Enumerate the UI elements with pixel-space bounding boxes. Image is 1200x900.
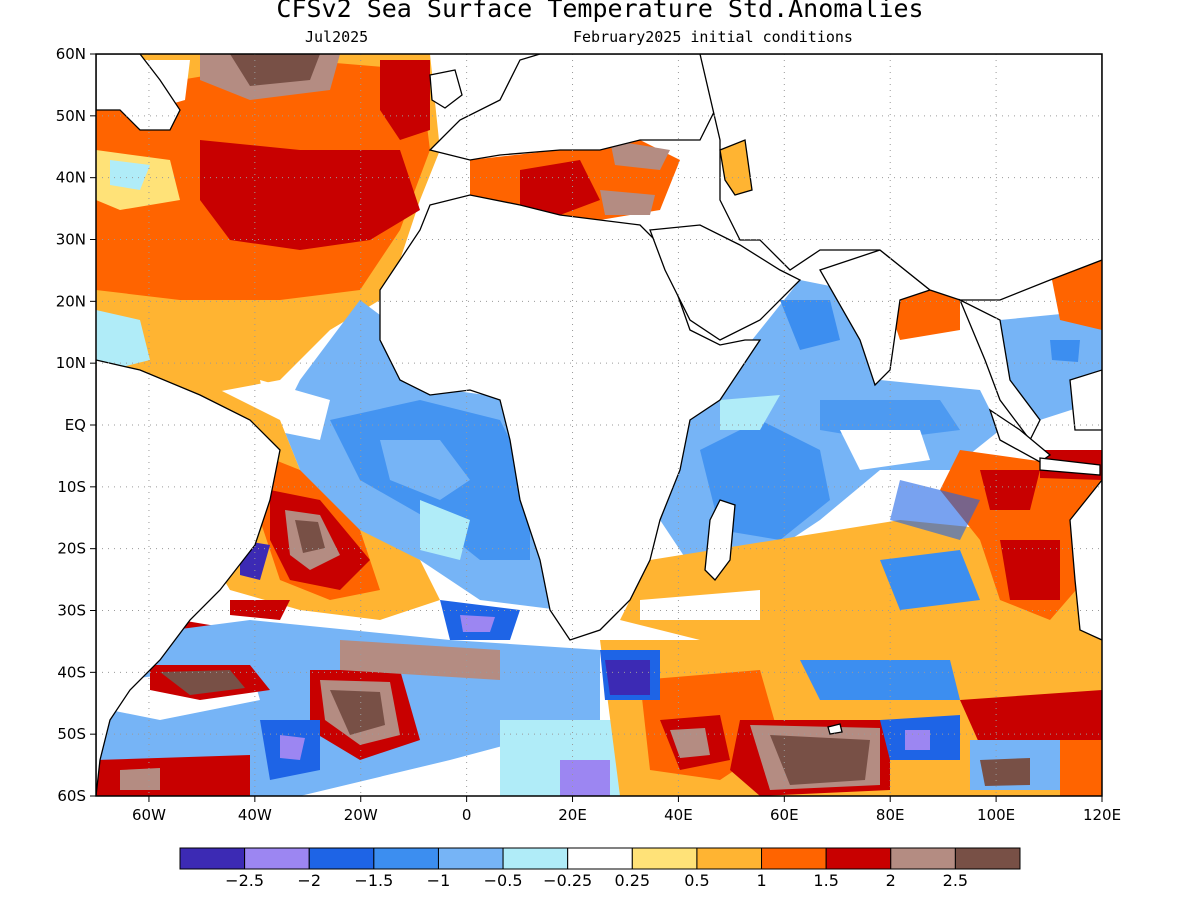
southeast-asia-landmass xyxy=(958,298,1041,442)
africa-landmass xyxy=(379,194,762,641)
colorbar-swatch xyxy=(308,847,375,870)
lat-tick-label: 10S xyxy=(57,478,86,496)
caspian-sea xyxy=(719,139,753,196)
lat-tick-label: 50N xyxy=(56,107,86,125)
lat-tick-label: 50S xyxy=(57,725,86,743)
map-title: CFSv2 Sea Surface Temperature Std.Anomal… xyxy=(276,0,924,23)
colorbar-label: −1.5 xyxy=(354,871,393,890)
south-america-landmass xyxy=(96,359,281,796)
lat-tick-label: 40S xyxy=(57,663,86,681)
colorbar-swatch xyxy=(954,847,1021,870)
latitude-axis: 60N 50N 40N 30N 20N 10N EQ 10S 20S 30S 40S 50S 60S xyxy=(56,45,96,805)
borneo-island xyxy=(1069,369,1102,431)
arabia-landmass xyxy=(649,224,802,341)
colorbar-swatch xyxy=(631,847,698,870)
lat-tick-label: 20S xyxy=(57,540,86,558)
lon-tick-label: 80E xyxy=(876,806,905,824)
lat-tick-label: 40N xyxy=(56,169,86,187)
lat-tick-label: 20N xyxy=(56,292,86,310)
colorbar-label: 1.5 xyxy=(813,871,838,890)
south-indian-ocean-field xyxy=(600,590,1102,796)
kerguelen-island xyxy=(827,723,843,735)
colorbar-label: −0.25 xyxy=(543,871,592,890)
colorbar-label: −1 xyxy=(427,871,451,890)
australia-landmass xyxy=(1069,478,1102,641)
colorbar-label: 1 xyxy=(756,871,766,890)
colorbar-label: 0.25 xyxy=(614,871,650,890)
colorbar-label: 2.5 xyxy=(943,871,968,890)
europe-landmass xyxy=(428,54,721,161)
lat-tick-label: 30S xyxy=(57,602,86,620)
asia-landmass xyxy=(699,54,1102,301)
initial-conditions-label: February2025 initial conditions xyxy=(573,28,853,46)
lat-tick-label: EQ xyxy=(65,416,86,434)
uk-island xyxy=(429,69,463,109)
colorbar-label: −0.5 xyxy=(484,871,523,890)
lat-tick-label: 60S xyxy=(57,787,86,805)
colorbar-swatch xyxy=(890,847,956,870)
lon-tick-label: 20W xyxy=(344,806,378,824)
java-island xyxy=(1039,457,1101,476)
north-america-landmass xyxy=(96,54,181,131)
colorbar-label: −2.5 xyxy=(225,871,264,890)
forecast-month-label: Jul2025 xyxy=(305,28,369,46)
madagascar-island xyxy=(704,499,736,581)
lat-tick-label: 60N xyxy=(56,45,86,63)
colorbar-label: 2 xyxy=(886,871,896,890)
colorbar: −2.5 −2 −1.5 −1 −0.5 −0.25 0.25 0.5 1 1.5 2 2.5 xyxy=(179,847,1021,890)
colorbar-swatch xyxy=(567,847,633,870)
lon-tick-label: 60W xyxy=(132,806,166,824)
lon-tick-label: 40W xyxy=(238,806,272,824)
lon-tick-label: 20E xyxy=(558,806,587,824)
tropical-atlantic-cool xyxy=(260,300,560,610)
coastlines xyxy=(96,54,1102,796)
colorbar-swatch xyxy=(437,847,504,870)
colorbar-swatch xyxy=(373,847,439,870)
longitude-axis: 60W 40W 20W 0 20E 40E 60E 80E 100E 120E xyxy=(132,796,1121,824)
southern-ocean-bands xyxy=(96,600,620,796)
colorbar-swatch xyxy=(179,847,246,870)
colorbar-swatch xyxy=(696,847,763,870)
colorbar-swatch xyxy=(761,847,827,870)
colorbar-swatch xyxy=(825,847,892,870)
lat-tick-label: 10N xyxy=(56,354,86,372)
lon-tick-label: 120E xyxy=(1083,806,1121,824)
lon-tick-label: 40E xyxy=(664,806,693,824)
colorbar-swatch xyxy=(244,847,310,870)
lon-tick-label: 0 xyxy=(462,806,472,824)
southwest-atlantic-warm xyxy=(180,380,440,650)
colorbar-label: −2 xyxy=(297,871,321,890)
lon-tick-label: 60E xyxy=(770,806,799,824)
colorbar-label: 0.5 xyxy=(684,871,709,890)
gridlines xyxy=(96,54,1102,796)
lat-tick-label: 30N xyxy=(56,231,86,249)
lon-tick-label: 100E xyxy=(977,806,1015,824)
colorbar-swatch xyxy=(502,847,569,870)
